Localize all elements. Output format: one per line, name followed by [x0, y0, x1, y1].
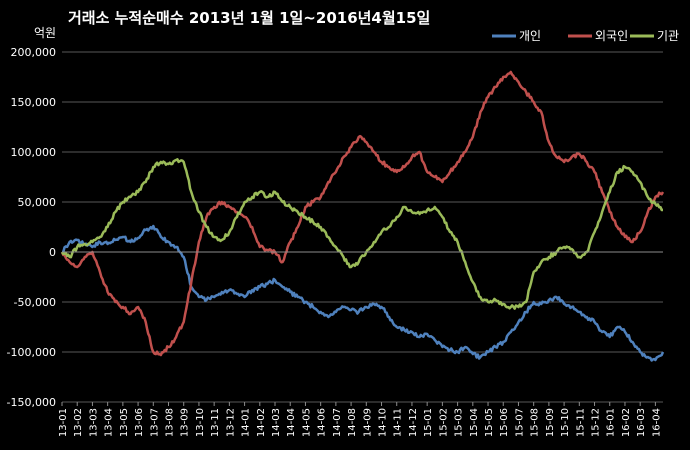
y-tick-label: 200,000	[11, 46, 57, 59]
y-unit-label: 억원	[34, 26, 56, 40]
series-lines	[60, 70, 665, 362]
x-tick-label: 14-03	[271, 408, 282, 437]
x-tick-label: 16-01	[606, 408, 617, 437]
x-tick-label: 13-09	[180, 408, 191, 437]
x-tick-label: 14-08	[347, 408, 358, 437]
x-tick-label: 14-11	[393, 408, 404, 437]
x-tick-label: 14-09	[362, 408, 373, 437]
x-tick-label: 14-05	[301, 408, 312, 437]
x-tick-label: 15-10	[560, 408, 571, 437]
x-tick-label: 15-03	[454, 408, 465, 437]
y-tick-label: -50,000	[14, 296, 56, 309]
x-tick-label: 13-01	[58, 408, 69, 437]
x-tick-label: 14-01	[241, 408, 252, 437]
x-tick-label: 13-12	[225, 408, 236, 437]
x-axis-ticks: 13-01 13-02 13-03 13-04 13-05 13-06 13-07 13-08…	[58, 402, 662, 437]
x-tick-label: 15-01	[423, 408, 434, 437]
y-tick-label: 150,000	[11, 96, 57, 109]
legend: 개인 외국인 기관	[492, 29, 679, 43]
x-tick-label: 14-07	[332, 408, 343, 437]
x-tick-label: 13-03	[88, 408, 99, 437]
y-tick-label: 100,000	[11, 146, 57, 159]
series-line-0	[62, 224, 665, 362]
x-tick-label: 13-11	[210, 408, 221, 437]
legend-label: 개인	[519, 29, 541, 43]
x-tick-label: 14-02	[256, 408, 267, 437]
x-tick-label: 14-10	[378, 408, 389, 437]
series-line-1	[60, 70, 665, 357]
chart-title: 거래소 누적순매수 2013년 1월 1일~2016년4월15일	[68, 9, 430, 27]
x-tick-label: 13-10	[195, 408, 206, 437]
x-tick-label: 14-06	[317, 408, 328, 437]
x-tick-label: 15-05	[484, 408, 495, 437]
legend-label: 기관	[657, 29, 679, 43]
y-tick-label: 50,000	[18, 196, 57, 209]
y-tick-label: -150,000	[7, 396, 56, 409]
y-axis-ticks: 200,000 150,000 100,000 50,000 0 -50,000 -100,…	[7, 46, 56, 409]
x-tick-label: 15-09	[545, 408, 556, 437]
x-tick-label: 14-04	[286, 408, 297, 437]
x-tick-label: 13-06	[134, 408, 145, 437]
x-tick-label: 13-02	[73, 408, 84, 437]
x-tick-label: 13-08	[165, 408, 176, 437]
series-line-2	[60, 158, 663, 310]
x-tick-label: 15-07	[514, 408, 525, 437]
x-tick-label: 13-05	[119, 408, 130, 437]
x-tick-label: 14-12	[408, 408, 419, 437]
x-tick-label: 15-02	[438, 408, 449, 437]
x-tick-label: 16-04	[651, 408, 662, 437]
y-tick-label: -100,000	[7, 346, 56, 359]
x-tick-label: 16-03	[636, 408, 647, 437]
x-tick-label: 13-07	[149, 408, 160, 437]
x-tick-label: 15-12	[591, 408, 602, 437]
x-tick-label: 15-06	[499, 408, 510, 437]
x-tick-label: 15-08	[530, 408, 541, 437]
x-tick-label: 16-02	[621, 408, 632, 437]
x-tick-label: 15-04	[469, 408, 480, 437]
y-tick-label: 0	[49, 246, 56, 259]
legend-label: 외국인	[595, 29, 628, 43]
x-tick-label: 13-04	[104, 408, 115, 437]
x-tick-label: 15-11	[575, 408, 586, 437]
